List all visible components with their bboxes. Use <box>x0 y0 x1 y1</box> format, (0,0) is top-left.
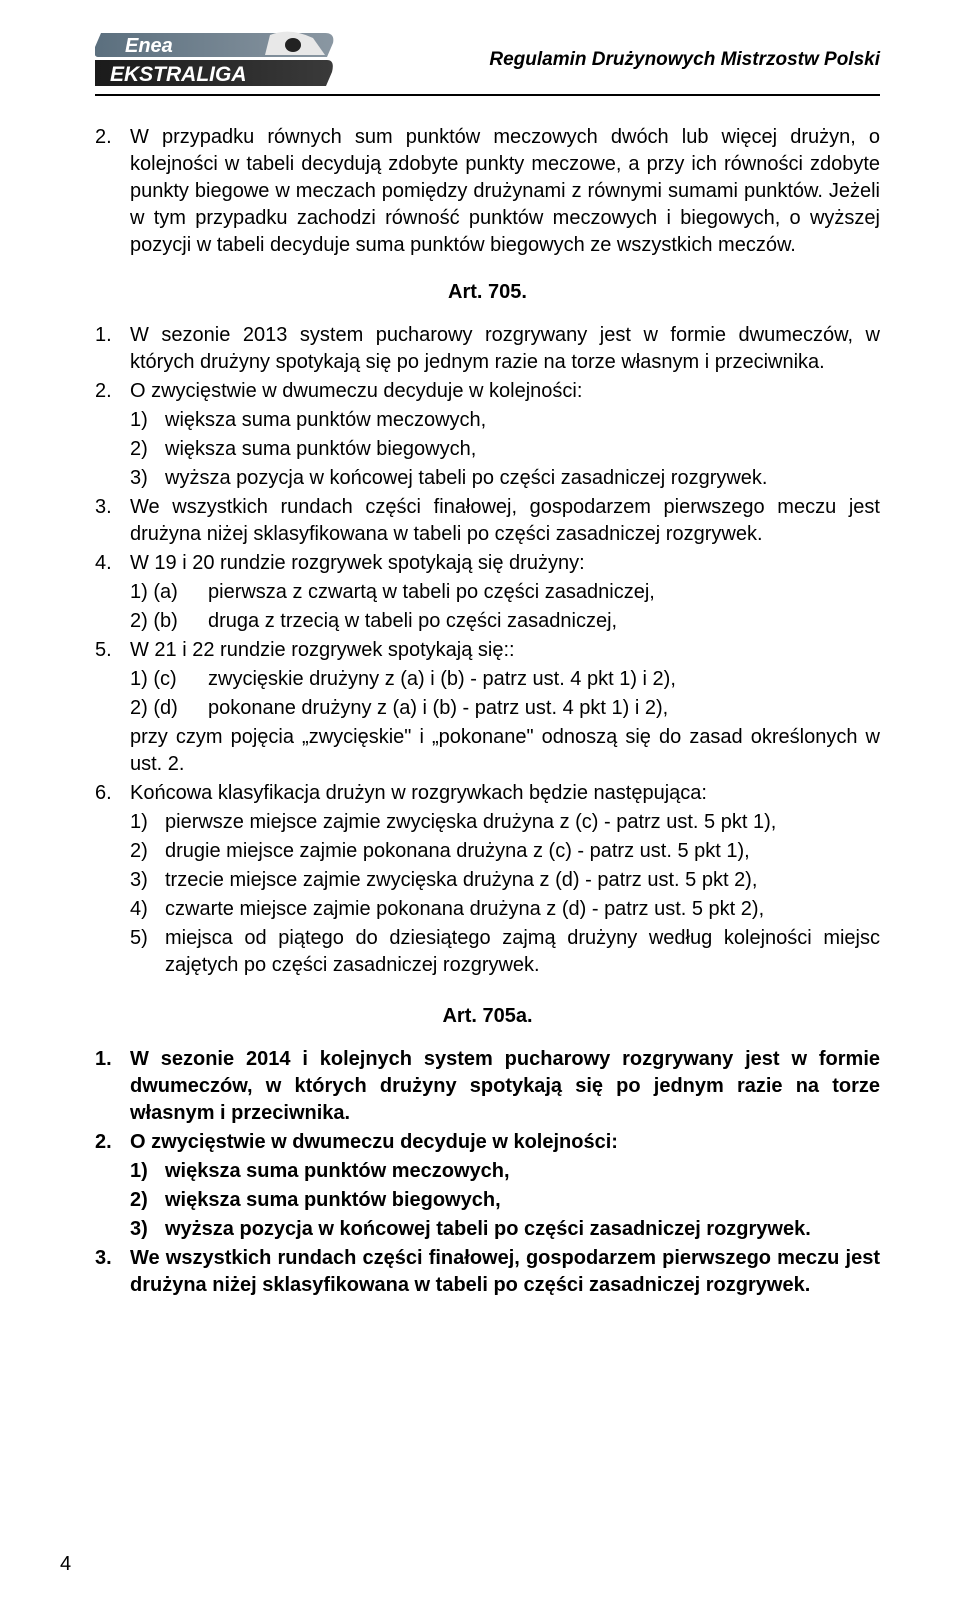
item-text: W sezonie 2013 system pucharowy rozgrywa… <box>130 322 880 376</box>
item-text: O zwycięstwie w dwumeczu decyduje w kole… <box>130 1129 880 1156</box>
sub-lbl: 1) (c) <box>130 666 208 693</box>
item-text: W 19 i 20 rundzie rozgrywek spotykają si… <box>130 550 880 577</box>
sub-text: większa suma punktów meczowych, <box>165 1158 880 1185</box>
item-text: We wszystkich rundach części finałowej, … <box>130 1245 880 1299</box>
art705-item-3: 3. We wszystkich rundach części finałowe… <box>95 494 880 548</box>
art705a-item-1: 1. W sezonie 2014 i kolejnych system puc… <box>95 1046 880 1127</box>
sub-text: większa suma punktów meczowych, <box>165 407 880 434</box>
art705-item-5-sub-1: 1) (c)zwycięskie drużyny z (a) i (b) - p… <box>130 666 880 693</box>
sub-text: zwycięskie drużyny z (a) i (b) - patrz u… <box>208 666 880 693</box>
art705-item-6-sub-5: 5)miejsca od piątego do dziesiątego zajm… <box>130 925 880 979</box>
item-num: 2. <box>95 378 130 405</box>
sub-lbl: 3) <box>130 1216 165 1243</box>
sub-text: pierwsze miejsce zajmie zwycięska drużyn… <box>165 809 880 836</box>
sub-lbl: 2) <box>130 838 165 865</box>
art705-item-4-sub-1: 1) (a)pierwsza z czwartą w tabeli po czę… <box>130 579 880 606</box>
art-705-heading: Art. 705. <box>95 281 880 304</box>
logo-top-text: Enea <box>125 35 173 57</box>
sub-text: pierwsza z czwartą w tabeli po części za… <box>208 579 880 606</box>
sub-text: druga z trzecią w tabeli po części zasad… <box>208 608 880 635</box>
sub-lbl: 2) <box>130 436 165 463</box>
art705-item-1: 1. W sezonie 2013 system pucharowy rozgr… <box>95 322 880 376</box>
art-705a-heading: Art. 705a. <box>95 1005 880 1028</box>
sub-lbl: 4) <box>130 896 165 923</box>
item-text: Końcowa klasyfikacja drużyn w rozgrywkac… <box>130 780 880 807</box>
art705-item-5-sub-2: 2) (d)pokonane drużyny z (a) i (b) - pat… <box>130 695 880 722</box>
header-title: Regulamin Drużynowych Mistrzostw Polski <box>335 49 880 71</box>
sub-lbl: 5) <box>130 925 165 979</box>
sub-lbl: 2) (b) <box>130 608 208 635</box>
intro-paragraph: 2. W przypadku równych sum punktów meczo… <box>95 124 880 259</box>
art705a-item-2: 2. O zwycięstwie w dwumeczu decyduje w k… <box>95 1129 880 1156</box>
sub-text: pokonane drużyny z (a) i (b) - patrz ust… <box>208 695 880 722</box>
sub-text: trzecie miejsce zajmie zwycięska drużyna… <box>165 867 880 894</box>
item-num: 2. <box>95 1129 130 1156</box>
art705a-item-3: 3. We wszystkich rundach części finałowe… <box>95 1245 880 1299</box>
page-content: Enea EKSTRALIGA Regulamin Drużynowych Mi… <box>0 0 960 1341</box>
sub-lbl: 2) <box>130 1187 165 1214</box>
sub-text: wyższa pozycja w końcowej tabeli po częś… <box>165 465 880 492</box>
art705a-item-2-sub-1: 1)większa suma punktów meczowych, <box>130 1158 880 1185</box>
sub-lbl: 1) <box>130 1158 165 1185</box>
art705-item-6-sub-1: 1)pierwsze miejsce zajmie zwycięska druż… <box>130 809 880 836</box>
league-logo: Enea EKSTRALIGA <box>95 30 335 90</box>
intro-text: W przypadku równych sum punktów meczowyc… <box>130 124 880 259</box>
header-row: Enea EKSTRALIGA Regulamin Drużynowych Mi… <box>95 30 880 90</box>
art705-item-4-sub-2: 2) (b)druga z trzecią w tabeli po części… <box>130 608 880 635</box>
art705-item-4: 4. W 19 i 20 rundzie rozgrywek spotykają… <box>95 550 880 577</box>
item-num: 1. <box>95 1046 130 1127</box>
item-num: 3. <box>95 1245 130 1299</box>
art705-item-6-sub-2: 2)drugie miejsce zajmie pokonana drużyna… <box>130 838 880 865</box>
logo-bottom-text: EKSTRALIGA <box>110 63 247 86</box>
sub-lbl: 3) <box>130 465 165 492</box>
art705a-item-2-sub-3: 3)wyższa pozycja w końcowej tabeli po cz… <box>130 1216 880 1243</box>
item-num: 1. <box>95 322 130 376</box>
intro-num: 2. <box>95 124 130 259</box>
art705a-item-2-sub-2: 2)większa suma punktów biegowych, <box>130 1187 880 1214</box>
sub-text: wyższa pozycja w końcowej tabeli po częś… <box>165 1216 880 1243</box>
art705-item-5-tail: przy czym pojęcia „zwycięskie" i „pokona… <box>95 724 880 778</box>
sub-lbl: 1) (a) <box>130 579 208 606</box>
art705-item-5: 5. W 21 i 22 rundzie rozgrywek spotykają… <box>95 637 880 664</box>
sub-lbl: 1) <box>130 407 165 434</box>
sub-text: czwarte miejsce zajmie pokonana drużyna … <box>165 896 880 923</box>
art705-item-2: 2. O zwycięstwie w dwumeczu decyduje w k… <box>95 378 880 405</box>
sub-lbl: 2) (d) <box>130 695 208 722</box>
item-num: 6. <box>95 780 130 807</box>
sub-text: miejsca od piątego do dziesiątego zajmą … <box>165 925 880 979</box>
item-num: 4. <box>95 550 130 577</box>
art705-item-2-sub-2: 2)większa suma punktów biegowych, <box>130 436 880 463</box>
header-rule <box>95 94 880 96</box>
art705-item-6-sub-4: 4)czwarte miejsce zajmie pokonana drużyn… <box>130 896 880 923</box>
page-number: 4 <box>60 1553 71 1576</box>
sub-lbl: 1) <box>130 809 165 836</box>
item-text: O zwycięstwie w dwumeczu decyduje w kole… <box>130 378 880 405</box>
art-705-body: 1. W sezonie 2013 system pucharowy rozgr… <box>95 322 880 979</box>
art705-item-6-sub-3: 3)trzecie miejsce zajmie zwycięska druży… <box>130 867 880 894</box>
sub-lbl: 3) <box>130 867 165 894</box>
art705-item-2-sub-1: 1)większa suma punktów meczowych, <box>130 407 880 434</box>
item-text: We wszystkich rundach części finałowej, … <box>130 494 880 548</box>
item-text: W 21 i 22 rundzie rozgrywek spotykają si… <box>130 637 880 664</box>
art-705a-body: 1. W sezonie 2014 i kolejnych system puc… <box>95 1046 880 1299</box>
item-num: 3. <box>95 494 130 548</box>
art705-item-2-sub-3: 3)wyższa pozycja w końcowej tabeli po cz… <box>130 465 880 492</box>
sub-text: większa suma punktów biegowych, <box>165 436 880 463</box>
art705-item-6: 6. Końcowa klasyfikacja drużyn w rozgryw… <box>95 780 880 807</box>
item-num: 5. <box>95 637 130 664</box>
sub-text: drugie miejsce zajmie pokonana drużyna z… <box>165 838 880 865</box>
item-text: W sezonie 2014 i kolejnych system puchar… <box>130 1046 880 1127</box>
sub-text: większa suma punktów biegowych, <box>165 1187 880 1214</box>
